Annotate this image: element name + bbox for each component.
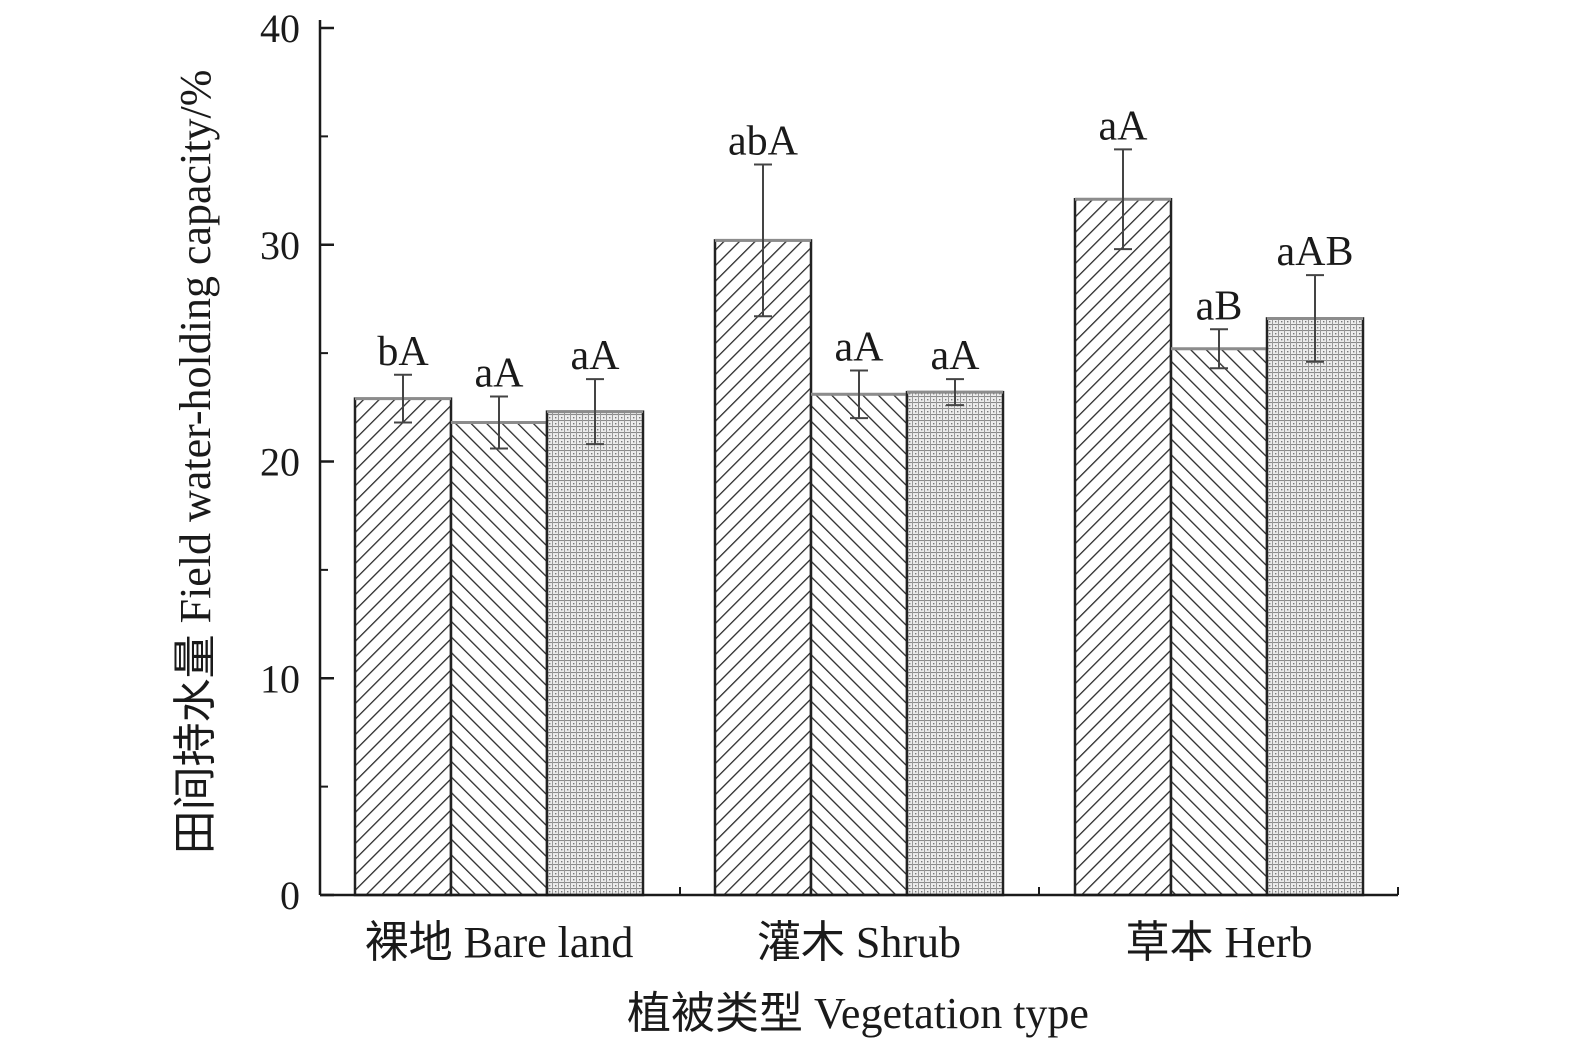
bars-layer: [353, 197, 1365, 897]
bar: [1169, 347, 1269, 897]
y-tick-label: 20: [260, 440, 300, 485]
bar: [1265, 317, 1365, 897]
significance-label: aB: [1196, 283, 1243, 329]
y-axis-title: 田间持水量 Field water-holding capacity/%: [171, 70, 220, 855]
significance-label: aA: [475, 350, 525, 396]
y-tick-label: 40: [260, 6, 300, 51]
significance-label: abA: [728, 119, 799, 165]
bar: [905, 390, 1005, 897]
bar: [545, 410, 645, 897]
x-category-label: 草本 Herb: [1126, 918, 1313, 967]
ticks-layer: 0 10 20 30 40 裸地 Bare land 灌木 Shrub 草本 Herb: [260, 6, 1399, 967]
x-category-label: 裸地 Bare land: [365, 918, 634, 967]
significance-label: aAB: [1277, 229, 1354, 275]
bar: [353, 397, 453, 897]
bar: [449, 421, 549, 897]
x-axis-title: 植被类型 Vegetation type: [627, 989, 1089, 1038]
bar: [713, 239, 813, 897]
significance-label: aA: [835, 324, 885, 370]
error-bars-layer: [394, 148, 1324, 450]
significance-label: bA: [377, 329, 429, 375]
bar: [1073, 197, 1173, 897]
significance-label: aA: [571, 333, 621, 379]
y-tick-label: 30: [260, 223, 300, 268]
bar: [809, 393, 909, 897]
y-tick-label: 10: [260, 656, 300, 701]
significance-label: aA: [931, 333, 981, 379]
axes: [318, 20, 1398, 897]
x-category-label: 灌木 Shrub: [757, 918, 961, 967]
y-tick-label: 0: [280, 873, 300, 918]
significance-label: aA: [1099, 103, 1149, 149]
significance-labels-layer: bA abA aA aA aA aB aA aA aAB: [377, 103, 1353, 396]
